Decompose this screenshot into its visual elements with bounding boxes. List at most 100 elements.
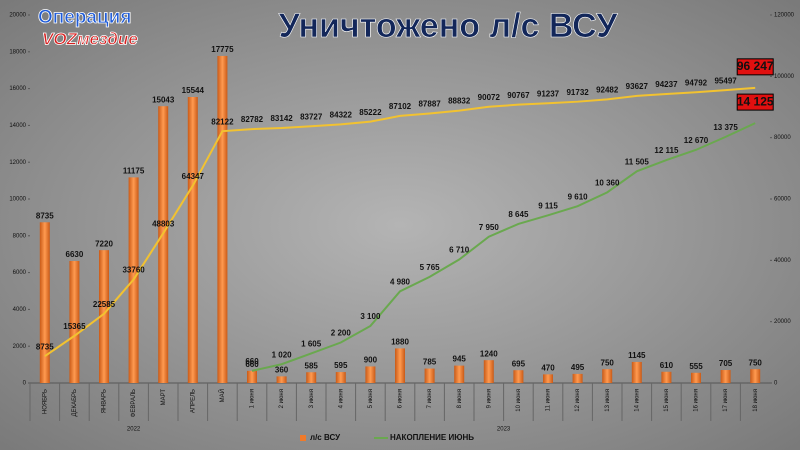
x-tick-label: 8 июня	[457, 389, 463, 408]
bar-label: 750	[601, 358, 615, 367]
bar-label: 750	[749, 358, 763, 367]
legend-label: НАКОПЛЕНИЕ ИЮНЬ	[390, 433, 474, 442]
bar	[99, 250, 109, 383]
bar-label: 785	[423, 358, 437, 367]
x-tick-label: 6 июня	[398, 389, 404, 408]
x-tick-label: 17 июня	[723, 389, 729, 412]
bar-label: 705	[719, 359, 733, 368]
bar	[691, 372, 701, 383]
bar-label: 8735	[36, 211, 54, 220]
bar-label: 6630	[66, 250, 84, 259]
legend-swatch	[300, 435, 306, 441]
bar-label: 595	[334, 361, 348, 370]
y-tick-label: 20000	[9, 13, 26, 19]
value-label: 12 115	[654, 146, 679, 155]
y2-tick-label: 0	[774, 381, 778, 387]
value-label: 87102	[389, 102, 412, 111]
bar-label: 11175	[123, 166, 145, 175]
x-tick-label: НОЯБРЬ	[42, 389, 48, 414]
legend-label: л/с ВСУ	[310, 433, 341, 442]
value-label: 87887	[418, 100, 441, 109]
value-label: 93627	[626, 82, 649, 91]
y2-tick-label: 20000	[774, 319, 791, 325]
highlight-box	[736, 58, 774, 76]
value-label: 88832	[448, 97, 471, 106]
value-label: 94237	[655, 80, 678, 89]
bar	[158, 106, 169, 383]
bar	[276, 376, 287, 383]
bar	[483, 360, 494, 383]
y-tick-label: 14000	[9, 123, 26, 129]
bar-label: 17775	[211, 45, 234, 54]
y2-tick-label: 80000	[774, 135, 791, 141]
x-tick-label: 18 июня	[753, 389, 759, 412]
value-label: 9 610	[568, 192, 589, 201]
x-tick-label: 3 июня	[309, 389, 315, 408]
y2-tick-label: 120000	[774, 13, 795, 19]
logo-line2: VOZмездие	[42, 29, 138, 48]
bar-label: 495	[571, 363, 585, 372]
value-label: 48803	[152, 219, 175, 228]
year-label: 2023	[497, 427, 511, 433]
bar	[365, 366, 376, 383]
value-label: 3 100	[360, 312, 381, 321]
value-label: 95497	[714, 76, 737, 85]
line	[44, 86, 756, 358]
bar	[395, 348, 405, 383]
x-tick-label: 9 июня	[486, 389, 492, 408]
bar-label: 15043	[152, 95, 175, 104]
value-label: 83142	[270, 114, 293, 123]
bar	[187, 96, 198, 383]
y-tick-label: 6000	[13, 270, 27, 276]
bar	[543, 374, 553, 383]
x-tick-label: 13 июня	[605, 389, 611, 412]
value-label: 82782	[241, 115, 264, 124]
bar-label: 1240	[480, 349, 498, 358]
y-tick-label: 4000	[13, 307, 27, 313]
logo-line1: Операция	[38, 7, 131, 28]
value-label: 13 375	[713, 123, 738, 132]
value-label: 91732	[566, 88, 589, 97]
value-label: 92482	[596, 85, 619, 94]
value-label: 96 247	[737, 59, 774, 73]
bar	[335, 372, 346, 383]
value-label: 64347	[182, 172, 205, 181]
value-label: 94792	[685, 78, 708, 87]
y-tick-label: 0	[23, 381, 27, 387]
bar-label: 470	[541, 363, 555, 372]
x-tick-label: МАЙ	[218, 389, 226, 402]
bar-label: 660	[245, 360, 259, 369]
bar	[661, 371, 672, 383]
bar	[306, 372, 317, 383]
x-tick-label: 7 июня	[427, 389, 433, 408]
x-tick-label: 10 июня	[516, 389, 522, 412]
value-label: 4 980	[390, 277, 411, 286]
bar	[454, 365, 465, 383]
bar-label: 695	[512, 359, 526, 368]
value-label: 9 115	[538, 201, 558, 210]
y-tick-label: 12000	[9, 160, 26, 166]
x-tick-label: 15 июня	[664, 389, 670, 412]
value-label: 8735	[36, 342, 54, 351]
y-tick-label: 16000	[9, 86, 26, 92]
x-tick-label: ДЕКАБРЬ	[72, 389, 78, 417]
value-label: 90767	[507, 91, 530, 100]
value-label: 5 765	[420, 263, 441, 272]
value-label: 1 020	[272, 350, 293, 359]
y-tick-label: 18000	[9, 49, 26, 55]
value-label: 10 360	[595, 178, 620, 187]
bar	[39, 222, 50, 383]
y2-tick-label: 100000	[774, 74, 795, 80]
value-label: 660	[245, 357, 259, 366]
value-label: 1 605	[301, 340, 322, 349]
bar-label: 15544	[182, 86, 205, 95]
bar-label: 900	[364, 356, 378, 365]
value-label: 11 505	[625, 157, 650, 166]
bar	[217, 55, 228, 383]
value-label: 83727	[300, 112, 323, 121]
y2-tick-label: 40000	[774, 258, 791, 264]
chart-title: Уничтожено л/с ВСУ	[279, 7, 619, 45]
bar-label: 1145	[628, 351, 646, 360]
x-tick-label: АПРЕЛЬ	[190, 389, 196, 413]
y-tick-label: 8000	[13, 233, 27, 239]
